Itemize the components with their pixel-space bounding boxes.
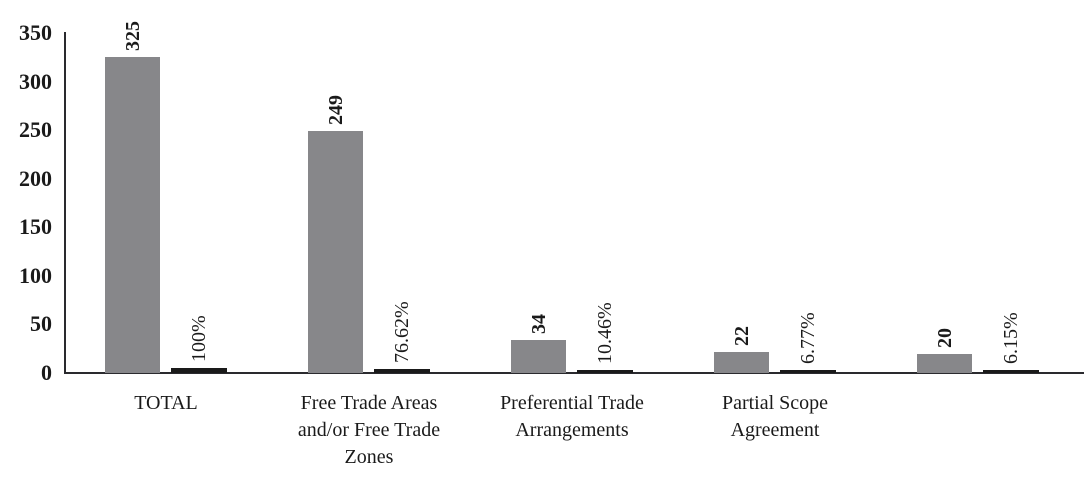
count-data-label: 22 <box>730 325 753 346</box>
count-data-label: 34 <box>527 313 550 334</box>
percentage-bar <box>171 368 227 373</box>
y-axis-line <box>64 32 66 374</box>
count-data-label: 249 <box>324 95 347 126</box>
percentage-bar <box>577 370 633 373</box>
category-label: TOTAL <box>46 390 286 417</box>
percentage-bar <box>780 370 836 373</box>
count-bar <box>308 131 363 373</box>
x-axis-line <box>64 372 1084 374</box>
percentage-data-label: 6.15% <box>1000 312 1022 364</box>
percentage-data-label: 76.62% <box>391 301 413 364</box>
percentage-data-label: 6.77% <box>797 312 819 364</box>
count-bar <box>511 339 566 373</box>
count-data-label: 20 <box>933 327 956 348</box>
category-label-line: Agreement <box>730 419 820 441</box>
y-tick-label: 50 <box>30 311 52 337</box>
category-label-line: Arrangements <box>515 419 629 441</box>
count-bar <box>105 57 160 373</box>
y-tick-label: 250 <box>19 117 52 143</box>
y-tick-label: 200 <box>19 165 52 191</box>
y-tick-label: 100 <box>19 262 52 288</box>
category-label: Preferential Trade Arrangements <box>452 390 692 444</box>
y-tick-label: 350 <box>19 20 52 45</box>
percentage-data-label: 10.46% <box>594 302 616 364</box>
count-bar <box>917 353 972 373</box>
category-label-line: Partial Scope <box>721 392 829 414</box>
category-label-line: and/or Free Trade <box>297 419 441 441</box>
percentage-data-label: 100% <box>188 315 210 363</box>
count-data-label: 325 <box>121 21 144 52</box>
category-label-line: Preferential Trade <box>500 392 644 414</box>
count-bar <box>714 351 769 373</box>
y-tick-label: 300 <box>19 68 52 94</box>
y-tick-label: 150 <box>19 214 52 240</box>
percentage-bar <box>983 370 1039 373</box>
category-label-line: TOTAL <box>134 392 198 414</box>
category-label: Partial Scope Agreement <box>655 390 895 444</box>
category-label-line: Zones <box>344 446 394 468</box>
percentage-bar <box>374 369 430 373</box>
y-tick-label: 0 <box>41 360 52 385</box>
category-label-line: Free Trade Areas <box>300 392 438 414</box>
category-label: Free Trade Areas and/or Free Trade Zones <box>249 390 489 471</box>
